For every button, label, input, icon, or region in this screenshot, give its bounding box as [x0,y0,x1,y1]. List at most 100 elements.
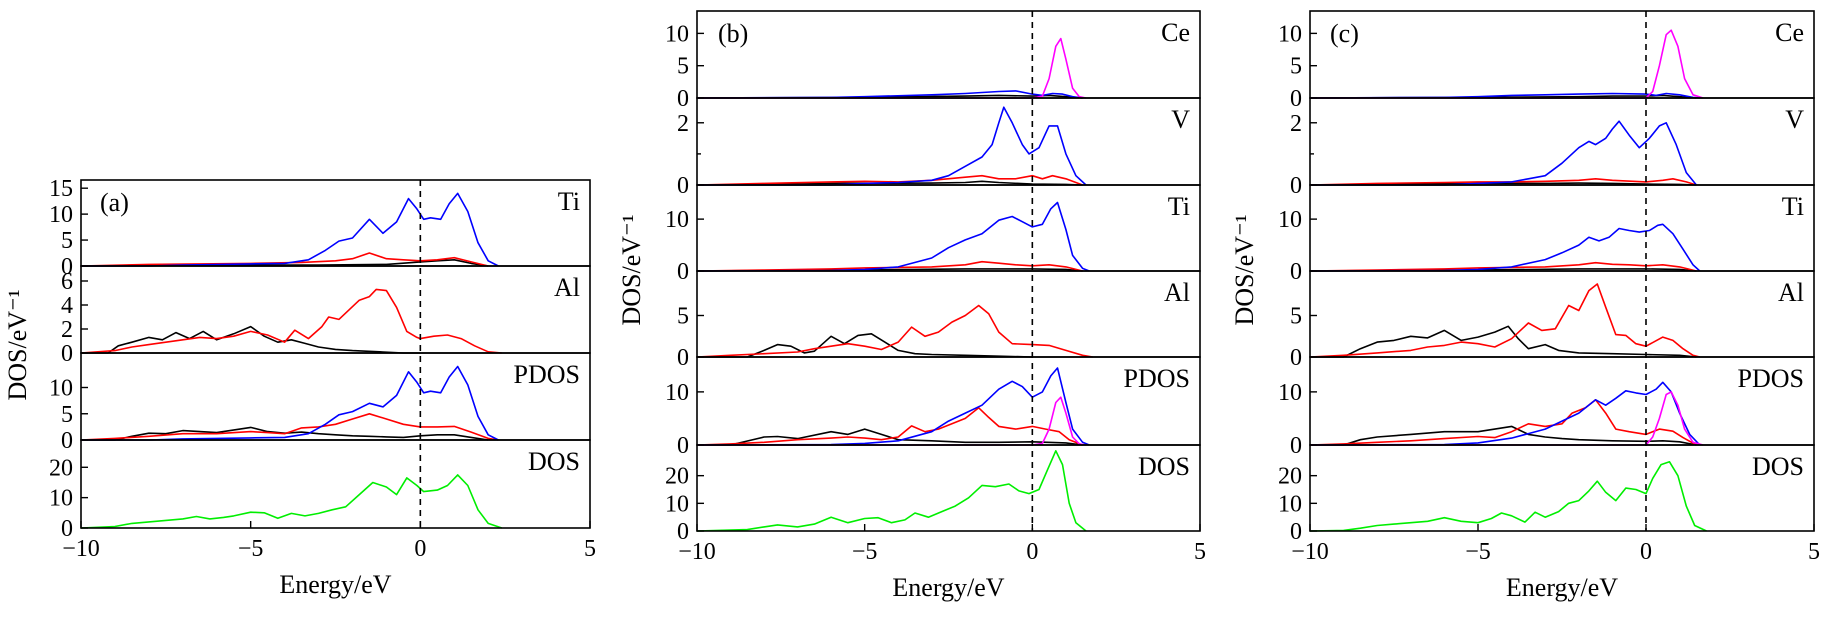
y-tick-label-c-dos-10: 10 [1278,491,1302,517]
x-tick-label-c-1: −5 [1465,539,1491,565]
y-tick-label-b-v-2: 2 [677,111,689,137]
series-line-a-al-1 [80,288,502,354]
y-tick-label-a-ti-5: 5 [61,228,73,254]
panel-frame-b-ce [696,10,1201,99]
y-tick-label-b-v-0: 0 [677,173,689,199]
series-line-c-al-1 [1309,283,1700,358]
panel-b-al: 0 5 Al [677,270,1201,371]
x-axis-label-c: Energy/eV [1506,573,1618,602]
panel-name-c-al: Al [1778,278,1804,307]
series-line-b-pdos-1 [696,407,1083,446]
y-tick-label-b-al-5: 5 [677,304,689,330]
y-tick-label-c-ce-10: 10 [1278,21,1302,47]
series-line-c-pdos-2 [1309,381,1701,446]
series-line-a-ti-2 [81,192,499,267]
series-line-c-pdos-3 [1310,391,1704,446]
x-tick-label-c-2: 0 [1640,539,1652,565]
panel-name-a-al: Al [554,273,580,302]
panel-frame-b-dos [696,444,1201,532]
panel-b-v: 0 2 V [677,97,1201,199]
panel-name-b-al: Al [1164,278,1190,307]
y-tick-label-b-al-0: 0 [677,345,689,371]
panel-name-a-ti: Ti [558,187,580,216]
panel-frame-c-v [1309,97,1815,186]
x-tick-label-b-1: −5 [852,539,878,565]
panel-c-pdos: 0 10 PDOS [1278,356,1815,459]
panel-name-a-pdos: PDOS [514,360,580,389]
y-tick-label-a-dos-0: 0 [61,516,73,542]
y-tick-label-a-ti-15: 15 [49,176,73,202]
panel-name-b-ti: Ti [1168,192,1190,221]
x-axis-label-b: Energy/eV [892,573,1004,602]
y-tick-label-c-ce-5: 5 [1290,54,1302,80]
y-tick-label-c-ti-10: 10 [1278,207,1302,233]
panel-b-ti: 0 10 Ti [665,184,1201,285]
y-tick-label-a-dos-10: 10 [49,486,73,512]
panel-b-ce: 0 5 10 Ce [665,10,1201,112]
y-axis-label-c: DOS/eV⁻¹ [1230,214,1259,325]
panel-name-b-dos: DOS [1138,452,1190,481]
x-tick-label-a-3: 5 [584,536,596,562]
x-tick-label-a-0: −10 [62,536,100,562]
panel-frame-c-dos [1309,444,1815,532]
series-line-b-ce-1 [696,90,1083,99]
series-line-b-ce-0 [696,94,1083,99]
panel-frame-a-dos [80,439,591,529]
y-tick-label-a-pdos-10: 10 [49,376,73,402]
y-tick-label-c-dos-20: 20 [1278,464,1302,490]
panel-c-v: 0 2 V [1290,97,1815,199]
panel-b-pdos: 0 10 PDOS [665,356,1201,459]
series-line-b-al-0 [697,333,1033,358]
series-line-c-ti-1 [1309,261,1697,272]
series-line-b-ti-1 [696,260,1083,272]
y-tick-label-b-ce-0: 0 [677,86,689,112]
y-tick-label-b-ce-10: 10 [665,21,689,47]
y-tick-label-b-pdos-0: 0 [677,433,689,459]
panel-name-c-v: V [1785,105,1804,134]
y-tick-label-b-ti-0: 0 [677,259,689,285]
y-axis-label-a: DOS/eV⁻¹ [3,289,32,400]
series-line-c-ti-2 [1309,223,1701,272]
y-tick-label-c-v-2: 2 [1290,111,1302,137]
y-tick-label-a-pdos-0: 0 [61,428,73,454]
y-tick-label-c-pdos-10: 10 [1278,380,1302,406]
y-tick-label-c-ti-0: 0 [1290,259,1302,285]
y-tick-label-a-ti-10: 10 [49,202,73,228]
series-line-b-v-2 [697,106,1087,186]
x-tick-label-b-2: 0 [1026,539,1038,565]
y-tick-label-a-dos-20: 20 [49,455,73,481]
y-tick-label-c-v-0: 0 [1290,173,1302,199]
y-tick-label-c-dos-0: 0 [1290,519,1302,545]
x-tick-label-b-0: −10 [678,539,716,565]
x-tick-label-c-3: 5 [1808,539,1820,565]
y-tick-label-a-ti-0: 0 [61,254,73,280]
y-tick-label-a-pdos-5: 5 [61,402,73,428]
panel-frame-a-al [80,265,591,354]
series-line-c-al-0 [1310,325,1697,358]
y-tick-label-a-al-0: 0 [61,341,73,367]
panel-name-b-ce: Ce [1161,18,1190,47]
y-tick-label-b-ce-5: 5 [677,54,689,80]
series-line-b-al-1 [696,304,1093,358]
series-line-a-pdos-0 [81,426,489,441]
figure-label-b: (b) [718,19,748,48]
panel-frame-c-ti [1309,184,1815,272]
panel-name-c-dos: DOS [1752,452,1804,481]
panel-c-ti: 0 10 Ti [1278,184,1815,285]
series-line-a-pdos-1 [80,413,499,441]
series-line-c-dos-0 [1309,461,1707,532]
series-line-c-ce-1 [1309,92,1700,99]
panel-a-dos: 0 10 20 DOS [49,439,591,542]
series-line-b-ce-2 [697,37,1087,99]
series-line-b-pdos-2 [696,367,1090,446]
series-line-c-v-1 [1309,178,1697,186]
y-tick-label-c-al-5: 5 [1290,304,1302,330]
series-line-b-dos-0 [696,450,1087,532]
